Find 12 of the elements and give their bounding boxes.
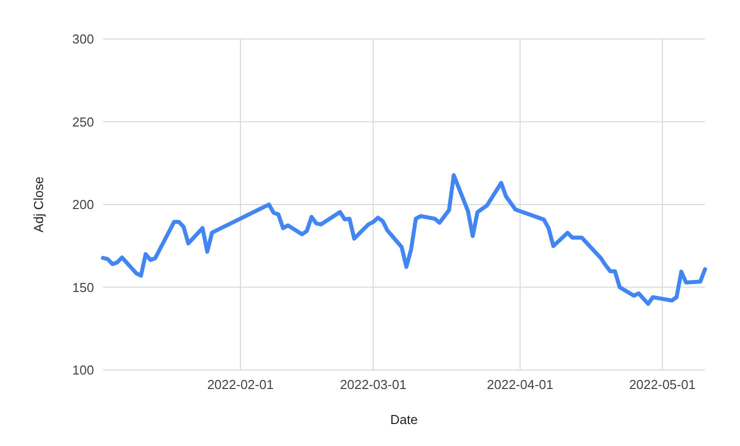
x-tick-label: 2022-04-01 <box>486 377 554 392</box>
y-tick-label: 300 <box>72 32 94 47</box>
y-tick-label: 150 <box>72 280 94 295</box>
line-series <box>101 173 707 306</box>
y-tick-label: 200 <box>72 197 94 212</box>
x-tick-label: 2022-05-01 <box>629 377 696 392</box>
x-tick-label: 2022-02-01 <box>207 377 274 392</box>
x-axis-title: Date <box>390 412 418 427</box>
y-tick-label: 100 <box>72 362 94 378</box>
y-axis-title: Adj Close <box>31 176 46 232</box>
y-tick-label: 250 <box>72 114 94 130</box>
x-tick-label: 2022-03-01 <box>340 377 406 392</box>
